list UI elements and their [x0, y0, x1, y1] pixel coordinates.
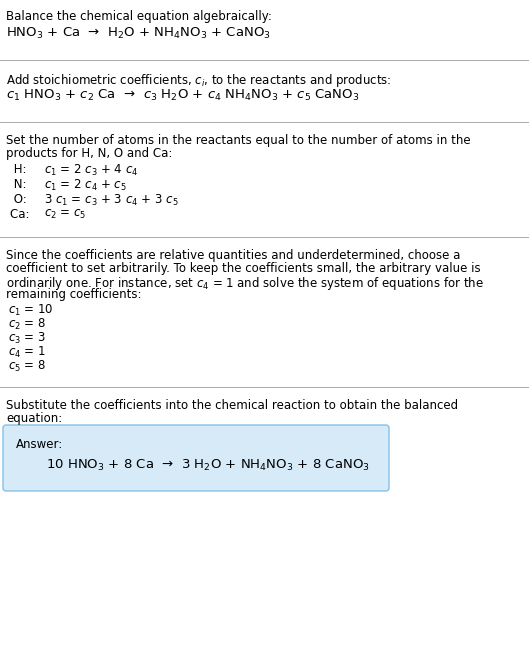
Text: coefficient to set arbitrarily. To keep the coefficients small, the arbitrary va: coefficient to set arbitrarily. To keep … [6, 262, 481, 275]
Text: ordinarily one. For instance, set $c_4$ = 1 and solve the system of equations fo: ordinarily one. For instance, set $c_4$ … [6, 275, 484, 292]
Text: Balance the chemical equation algebraically:: Balance the chemical equation algebraica… [6, 10, 272, 23]
Text: Set the number of atoms in the reactants equal to the number of atoms in the: Set the number of atoms in the reactants… [6, 134, 471, 147]
Text: equation:: equation: [6, 412, 62, 425]
Text: remaining coefficients:: remaining coefficients: [6, 288, 141, 301]
Text: $c_1$ = 2 $c_4$ + $c_5$: $c_1$ = 2 $c_4$ + $c_5$ [44, 178, 127, 193]
Text: 10 HNO$_3$ + 8 Ca  →  3 H$_2$O + NH$_4$NO$_3$ + 8 CaNO$_3$: 10 HNO$_3$ + 8 Ca → 3 H$_2$O + NH$_4$NO$… [46, 458, 370, 473]
Text: HNO$_3$ + Ca  →  H$_2$O + NH$_4$NO$_3$ + CaNO$_3$: HNO$_3$ + Ca → H$_2$O + NH$_4$NO$_3$ + C… [6, 26, 271, 41]
Text: Add stoichiometric coefficients, $c_i$, to the reactants and products:: Add stoichiometric coefficients, $c_i$, … [6, 72, 391, 89]
Text: $c_2$ = 8: $c_2$ = 8 [8, 317, 46, 332]
Text: $c_4$ = 1: $c_4$ = 1 [8, 345, 45, 360]
Text: Since the coefficients are relative quantities and underdetermined, choose a: Since the coefficients are relative quan… [6, 249, 460, 262]
Text: 3 $c_1$ = $c_3$ + 3 $c_4$ + 3 $c_5$: 3 $c_1$ = $c_3$ + 3 $c_4$ + 3 $c_5$ [44, 193, 179, 208]
Text: Substitute the coefficients into the chemical reaction to obtain the balanced: Substitute the coefficients into the che… [6, 399, 458, 412]
Text: Answer:: Answer: [16, 438, 63, 451]
Text: $c_1$ = 10: $c_1$ = 10 [8, 303, 53, 318]
Text: H:: H: [10, 163, 34, 176]
Text: $c_1$ HNO$_3$ + $c_2$ Ca  →  $c_3$ H$_2$O + $c_4$ NH$_4$NO$_3$ + $c_5$ CaNO$_3$: $c_1$ HNO$_3$ + $c_2$ Ca → $c_3$ H$_2$O … [6, 88, 360, 103]
Text: $c_5$ = 8: $c_5$ = 8 [8, 359, 46, 374]
Text: $c_3$ = 3: $c_3$ = 3 [8, 331, 46, 346]
Text: N:: N: [10, 178, 34, 191]
Text: Ca:: Ca: [10, 208, 37, 221]
Text: $c_2$ = $c_5$: $c_2$ = $c_5$ [44, 208, 86, 221]
Text: O:: O: [10, 193, 34, 206]
Text: products for H, N, O and Ca:: products for H, N, O and Ca: [6, 147, 172, 160]
FancyBboxPatch shape [3, 425, 389, 491]
Text: $c_1$ = 2 $c_3$ + 4 $c_4$: $c_1$ = 2 $c_3$ + 4 $c_4$ [44, 163, 139, 178]
